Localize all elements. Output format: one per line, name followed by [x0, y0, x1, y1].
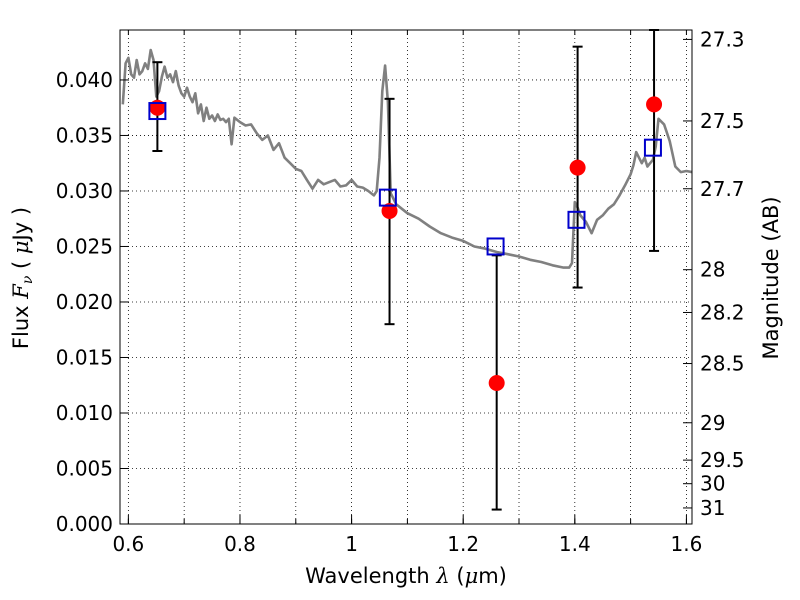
- x-tick-label: 1.6: [671, 532, 703, 556]
- errorbar-layer: [152, 29, 660, 511]
- model-spectrum-line: [121, 48, 692, 269]
- mag-tick-label: 28: [700, 258, 725, 282]
- x-tick-label: 1.4: [559, 532, 591, 556]
- synthetic-point: [148, 102, 167, 121]
- mag-tick-label: 28.2: [700, 300, 745, 324]
- y-tick-label: 0.020: [56, 290, 113, 314]
- model-layer: [121, 48, 692, 269]
- observed-point: [488, 375, 505, 392]
- mag-tick-label: 31: [700, 496, 725, 520]
- y-tick-label: 0.010: [56, 401, 113, 425]
- mag-tick-label: 29.5: [700, 448, 745, 472]
- y-tick-label: 0.025: [56, 234, 113, 258]
- y-tick-label: 0.040: [56, 68, 113, 92]
- mag-tick-label: 29: [700, 411, 725, 435]
- observed-point: [381, 202, 398, 219]
- grid-layer: [120, 30, 692, 525]
- synthetic-point: [643, 138, 662, 157]
- mag-tick-label: 27.3: [700, 27, 745, 51]
- y-tick-label: 0.035: [56, 123, 113, 147]
- synthetic-point: [486, 237, 505, 256]
- x-tick-label: 0.6: [112, 532, 144, 556]
- mag-tick-label: 28.5: [700, 352, 745, 376]
- y-axis-title: Flux Fν ( μJy ): [9, 207, 36, 349]
- observed-layer: [149, 96, 663, 392]
- plot-frame: [119, 29, 693, 525]
- right-axis-title: Magnitude (AB): [759, 196, 783, 359]
- x-tick-label: 1.2: [447, 532, 479, 556]
- observed-point: [569, 159, 586, 176]
- synthetic-layer: [148, 102, 662, 256]
- mag-tick-label: 27.5: [700, 109, 745, 133]
- x-tick-label: 0.8: [224, 532, 256, 556]
- observed-point: [646, 96, 663, 113]
- y-tick-label: 0.030: [56, 179, 113, 203]
- y-tick-label: 0.005: [56, 456, 113, 480]
- y-tick-label: 0.015: [56, 345, 113, 369]
- mag-tick-label: 27.7: [700, 177, 745, 201]
- tick-layer: [120, 30, 692, 525]
- y-tick-label: 0.000: [56, 512, 113, 536]
- x-axis-title: Wavelength λ (μm): [305, 564, 507, 588]
- tick-label-layer: 0.6 0.8 1 1.2 1.4 1.6 0.000 0.005 0.010 0.015 0.02…: [56, 27, 745, 556]
- synthetic-point: [378, 188, 397, 207]
- x-tick-label: 1: [345, 532, 358, 556]
- synthetic-point: [567, 210, 586, 229]
- mag-tick-label: 30: [700, 472, 725, 496]
